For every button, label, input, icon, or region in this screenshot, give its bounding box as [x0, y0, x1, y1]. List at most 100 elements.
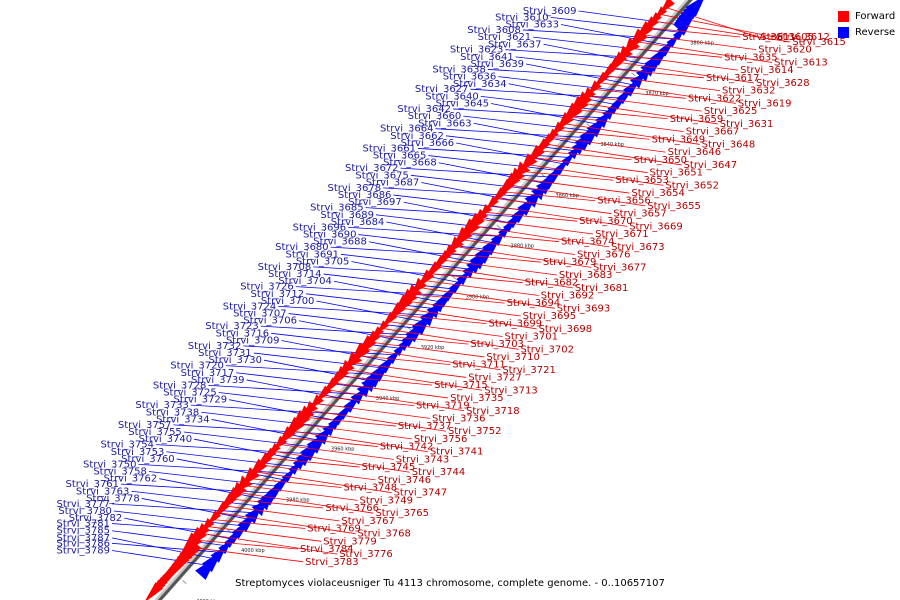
leader-line	[206, 525, 322, 542]
leader-line	[429, 273, 523, 284]
gene-label: Strvi_3769	[307, 524, 361, 535]
gene-label: Strvi_3723	[205, 321, 259, 332]
leader-line	[417, 286, 555, 309]
leader-line	[290, 430, 428, 453]
gene-label: Strvi_3688	[313, 237, 367, 248]
gene-label: Strvi_3670	[579, 216, 633, 227]
gene-label: Strvi_3622	[688, 93, 742, 104]
leader-line	[550, 16, 681, 33]
gene-label: Strvi_3647	[684, 160, 738, 171]
gene-label: Strvi_3749	[359, 495, 413, 506]
gene-label: Strvi_3721	[502, 365, 556, 376]
leader-line	[491, 103, 600, 125]
gene-label: Strvi_3663	[418, 118, 472, 129]
axis-tick-label: 3880 kbp	[511, 244, 535, 250]
gene-label: Strvi_3685	[310, 203, 364, 214]
leader-line	[272, 450, 410, 473]
gene-label: Strvi_3640	[425, 91, 479, 102]
leader-line	[473, 122, 582, 145]
gene-label: Strvi_3678	[328, 183, 382, 194]
leader-line	[616, 61, 755, 84]
gene-label: Strvi_3737	[398, 421, 452, 432]
gene-label: Strvi_3677	[593, 262, 647, 273]
gene-label: Strvi_3781	[56, 519, 110, 530]
gene-label: Strvi_3666	[401, 138, 455, 149]
gene-label: Strvi_3720	[170, 361, 224, 372]
leader-line	[194, 539, 299, 550]
leader-line	[465, 232, 560, 243]
leader-line	[345, 368, 483, 391]
leader-line	[224, 505, 340, 522]
leader-line	[351, 261, 460, 283]
leader-line	[421, 182, 530, 204]
axis-tick	[586, 123, 591, 128]
leader-line	[201, 411, 332, 428]
gene-label: Strvi_3652	[665, 180, 719, 191]
axis-tick-label: 3980 kbp	[286, 497, 310, 503]
leader-line	[254, 471, 392, 494]
gene-label: Strvi_3679	[543, 257, 597, 268]
gene-label: Strvi_3654	[631, 188, 685, 199]
gene-label: Strvi_3742	[380, 442, 434, 453]
reverse-swatch	[838, 26, 849, 38]
gene-label: Strvi_3608	[467, 25, 521, 36]
leader-line	[381, 327, 519, 350]
gene-label: Strvi_3778	[86, 493, 140, 504]
leader-line	[526, 164, 664, 186]
forward-swatch	[838, 10, 849, 22]
leader-line	[333, 382, 449, 399]
leader-line	[560, 24, 670, 46]
gene-label: Strvi_3745	[362, 462, 416, 473]
leader-line	[520, 170, 614, 181]
leader-line	[580, 102, 718, 125]
forward-gene-arrow	[145, 582, 164, 600]
axis-tick	[496, 224, 501, 229]
leader-line	[368, 241, 477, 264]
leader-line	[330, 246, 483, 257]
leader-line	[111, 530, 227, 547]
leader-line	[230, 498, 324, 509]
gene-label: Strvi_3758	[93, 467, 147, 478]
gene-label: Strvi_3648	[702, 139, 756, 150]
gene-label: Strvi_3684	[331, 217, 385, 228]
leader-line	[155, 444, 308, 455]
gene-label: Strvi_3609	[523, 6, 577, 17]
gene-label: Strvi_3637	[488, 39, 542, 50]
gene-label: Strvi_3660	[408, 111, 462, 122]
gene-label: Strvi_3711	[452, 360, 506, 371]
leader-line	[514, 177, 630, 194]
leader-line	[562, 123, 700, 145]
leader-line	[340, 253, 472, 270]
leader-line	[357, 355, 451, 366]
gene-label: Strvi_3692	[541, 290, 595, 301]
gene-label: Strvi_3700	[261, 296, 315, 307]
leader-line	[281, 340, 390, 362]
leader-line	[405, 300, 521, 317]
leader-line	[387, 321, 503, 337]
gene-label: Strvi_3703	[470, 339, 524, 350]
leader-line	[138, 463, 291, 474]
gene-label: Strvi_3671	[595, 229, 649, 240]
gene-label: Strvi_3691	[285, 249, 339, 260]
leader-line	[278, 443, 394, 460]
gene-label: Strvi_3753	[111, 447, 165, 458]
gene-label: Strvi_3639	[471, 59, 525, 70]
gene-label: Strvi_3762	[104, 474, 158, 485]
leader-line	[113, 510, 244, 527]
gene-label: Strvi_3713	[484, 385, 538, 396]
gene-label: Strvi_3614	[740, 65, 794, 76]
gene-label: Strvi_3623	[450, 45, 504, 56]
gene-label: Strvi_3699	[489, 319, 543, 330]
gene-label: Strvi_3638	[432, 64, 486, 75]
leader-line	[131, 490, 262, 507]
gene-label: Strvi_3728	[153, 380, 207, 391]
gene-label: Strvi_3743	[396, 454, 450, 465]
gene-label: Strvi_3717	[181, 368, 235, 379]
gene-label: Strvi_3621	[478, 32, 532, 43]
gene-label: Strvi_3716	[216, 328, 270, 339]
leader-line	[246, 379, 355, 402]
gene-label: Strvi_3777	[56, 499, 110, 510]
leader-line	[111, 503, 256, 514]
gene-label: Strvi_3664	[380, 124, 434, 135]
